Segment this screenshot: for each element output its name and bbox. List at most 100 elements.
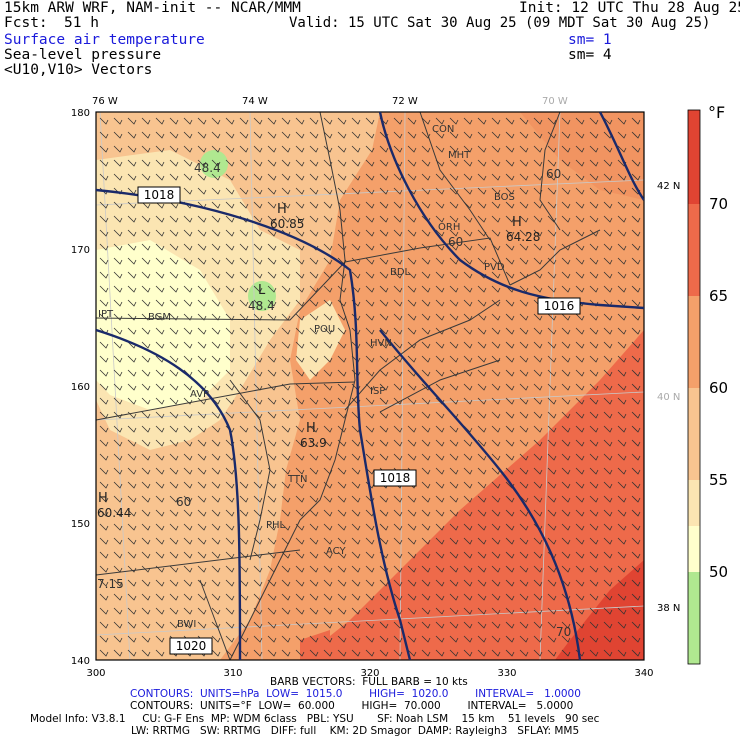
wind-barb [113, 327, 123, 335]
wind-barb [337, 355, 347, 363]
wind-barb [421, 537, 431, 545]
wind-barb [519, 271, 529, 279]
wind-barb [421, 159, 431, 167]
wind-barb [295, 299, 305, 307]
wind-barb [477, 523, 487, 531]
wind-barb [99, 271, 109, 279]
wind-barb [519, 215, 529, 223]
wind-barb [225, 159, 235, 167]
wind-barb [477, 229, 487, 237]
wind-barb [337, 579, 347, 587]
wind-barb [169, 467, 179, 475]
wind-barb [295, 565, 305, 573]
wind-barb [421, 509, 431, 517]
isobar-label-1016: 1016 [544, 299, 575, 313]
wind-barb [561, 327, 571, 335]
wind-barb [519, 425, 529, 433]
wind-barb [491, 411, 501, 419]
wind-barb [253, 565, 263, 573]
wind-barb [491, 467, 501, 475]
wind-barb [295, 453, 305, 461]
wind-barb [435, 453, 445, 461]
wind-barb [603, 327, 613, 335]
wind-barb [183, 467, 193, 475]
wind-barb [225, 467, 235, 475]
wind-barb [337, 187, 347, 195]
wind-barb [169, 313, 179, 321]
wind-barb [393, 285, 403, 293]
wind-barb [449, 481, 459, 489]
wind-barb [505, 145, 515, 153]
wind-barb [519, 383, 529, 391]
model-info-2: LW: RRTMG SW: RRTMG DIFF: full KM: 2D Sm… [131, 725, 580, 737]
wind-barb [617, 649, 627, 657]
wind-barb [365, 299, 375, 307]
wind-barb [477, 593, 487, 601]
wind-barb [183, 495, 193, 503]
wind-barb [547, 635, 557, 643]
wind-barb [463, 495, 473, 503]
wind-barb [323, 159, 333, 167]
wind-barb [323, 635, 333, 643]
wind-barb [477, 243, 487, 251]
wind-barb [141, 453, 151, 461]
wind-barb [547, 313, 557, 321]
wind-barb [491, 229, 501, 237]
wind-barb [561, 495, 571, 503]
wind-barb [281, 411, 291, 419]
wind-barb [253, 621, 263, 629]
wind-barb [575, 313, 585, 321]
wind-barb [547, 341, 557, 349]
wind-barb [407, 313, 417, 321]
wind-barb [463, 173, 473, 181]
wind-barb [239, 439, 249, 447]
wind-barb [169, 355, 179, 363]
wind-barb [281, 593, 291, 601]
wind-barb [281, 383, 291, 391]
wind-barb [253, 649, 263, 657]
wind-barb [253, 271, 263, 279]
wind-barb [435, 411, 445, 419]
wind-barb [337, 607, 347, 615]
wind-barb [281, 313, 291, 321]
wind-barb [463, 131, 473, 139]
wind-barb [295, 537, 305, 545]
wind-barb [365, 187, 375, 195]
wind-barb [127, 383, 137, 391]
wind-barb [169, 243, 179, 251]
wind-barb [407, 215, 417, 223]
isobars [96, 112, 644, 660]
wind-barb [309, 327, 319, 335]
wind-barb [575, 341, 585, 349]
wind-barb [155, 257, 165, 265]
wind-barb [169, 215, 179, 223]
wind-barb [603, 173, 613, 181]
wind-barb [113, 145, 123, 153]
wind-barb [267, 383, 277, 391]
wind-barb [603, 243, 613, 251]
wind-barb [379, 173, 389, 181]
wind-barb [519, 593, 529, 601]
wind-barb [421, 201, 431, 209]
wind-barb [449, 467, 459, 475]
wind-barb [323, 439, 333, 447]
wind-barb [365, 453, 375, 461]
wind-barb [323, 607, 333, 615]
wind-barb [323, 649, 333, 657]
wind-barb [463, 551, 473, 559]
wind-barb [421, 439, 431, 447]
wind-barb [197, 299, 207, 307]
wind-barb [295, 509, 305, 517]
x-tick-310: 310 [223, 668, 242, 679]
colorbar-tick-70: 70 [709, 195, 728, 213]
wind-barb [337, 383, 347, 391]
wind-barb [477, 285, 487, 293]
wind-barb [337, 117, 347, 125]
wind-barb [323, 327, 333, 335]
wind-barb [519, 495, 529, 503]
wind-barb [169, 201, 179, 209]
wind-barb [267, 327, 277, 335]
wind-barb [113, 187, 123, 195]
wind-barb [99, 565, 109, 573]
wind-barb [491, 131, 501, 139]
